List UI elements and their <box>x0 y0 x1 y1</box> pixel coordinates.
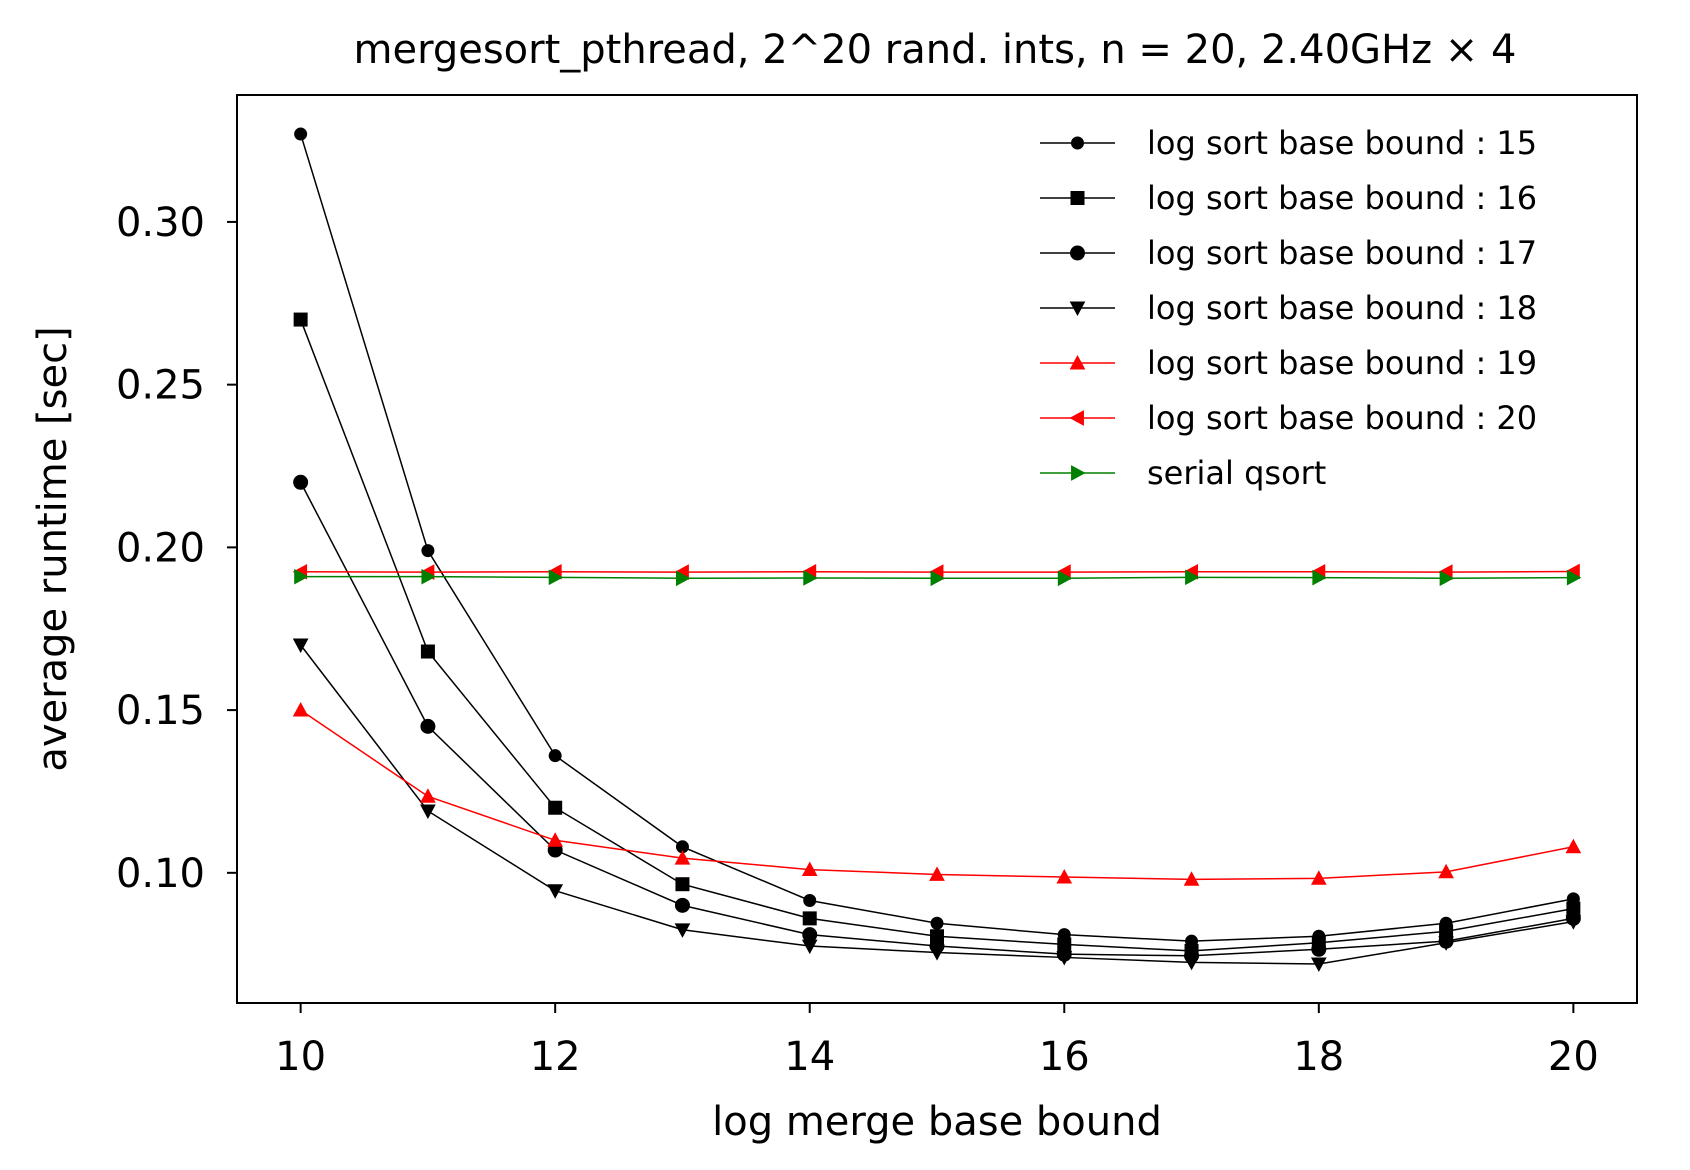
y-axis: 0.10 0.15 0.20 0.25 0.30 <box>116 200 237 897</box>
legend-item: log sort base bound : 15 <box>1040 124 1537 162</box>
data-point <box>930 570 946 587</box>
legend-label: log sort base bound : 18 <box>1147 289 1537 327</box>
legend-marker <box>1071 465 1086 481</box>
data-point <box>801 861 818 877</box>
legend-label: log sort base bound : 19 <box>1147 344 1537 382</box>
legend-item: log sort base bound : 17 <box>1040 234 1537 272</box>
legend-label: log sort base bound : 15 <box>1147 124 1537 162</box>
data-point <box>421 568 436 585</box>
x-tick-label: 12 <box>530 1034 581 1080</box>
series-5 <box>292 702 1582 886</box>
data-point <box>1566 569 1582 586</box>
data-point <box>1310 870 1327 885</box>
data-point <box>1565 838 1582 854</box>
data-point <box>1439 570 1455 587</box>
legend-marker <box>1069 354 1086 370</box>
x-tick-label: 18 <box>1293 1034 1344 1080</box>
data-point <box>1056 869 1073 884</box>
legend-marker <box>1070 191 1085 205</box>
data-point <box>421 544 435 558</box>
data-point <box>674 923 691 938</box>
legend: log sort base bound : 15 log sort base bo… <box>1040 124 1537 492</box>
data-point <box>294 127 308 141</box>
data-point <box>294 568 309 585</box>
legend-marker <box>1071 136 1084 150</box>
data-point <box>547 832 564 847</box>
x-tick-label: 20 <box>1548 1034 1599 1080</box>
data-point <box>293 312 308 327</box>
legend-item: serial qsort <box>1040 454 1326 492</box>
data-point <box>1183 955 1200 971</box>
legend-marker <box>1069 410 1084 426</box>
y-tick-label: 0.20 <box>116 525 205 571</box>
data-point <box>674 897 690 913</box>
series-3 <box>293 474 1581 964</box>
data-point <box>1312 569 1327 586</box>
data-point <box>293 474 309 490</box>
legend-label: log sort base bound : 17 <box>1147 234 1537 272</box>
data-point <box>292 702 309 717</box>
data-point <box>930 916 944 930</box>
plot-frame <box>236 94 1638 1004</box>
data-point <box>420 788 436 803</box>
data-point <box>802 911 817 926</box>
data-point <box>292 638 309 654</box>
data-point <box>929 866 945 881</box>
legend-label: log sort base bound : 20 <box>1147 399 1537 437</box>
data-point <box>547 884 564 899</box>
chart-title: mergesort_pthread, 2^20 rand. ints, n = … <box>354 27 1517 73</box>
data-point <box>420 644 435 659</box>
data-point <box>1057 570 1073 587</box>
data-point <box>548 749 562 763</box>
x-tick-label: 10 <box>275 1034 326 1080</box>
legend-item: log sort base bound : 18 <box>1040 289 1537 327</box>
series-1 <box>294 127 1580 948</box>
data-point <box>548 569 564 586</box>
data-point <box>1310 957 1327 972</box>
x-tick-label: 16 <box>1039 1034 1090 1080</box>
data-point <box>1438 936 1454 951</box>
y-tick-label: 0.25 <box>116 363 205 409</box>
legend-item: log sort base bound : 16 <box>1040 179 1537 217</box>
data-point <box>674 850 691 865</box>
data-point <box>803 570 818 586</box>
y-tick-label: 0.15 <box>116 688 205 734</box>
legend-marker <box>1069 301 1086 317</box>
data-point <box>1311 941 1327 957</box>
data-point <box>1183 871 1200 886</box>
data-point <box>1056 950 1073 966</box>
legend-item: log sort base bound : 20 <box>1040 399 1537 437</box>
legend-item: log sort base bound : 19 <box>1040 344 1537 382</box>
plot-area <box>292 127 1582 972</box>
y-axis-label: average runtime [sec] <box>30 326 76 771</box>
data-point <box>803 893 817 907</box>
series-7 <box>294 568 1582 587</box>
data-point <box>548 800 563 815</box>
series-4 <box>292 638 1582 972</box>
x-axis: 10 12 14 16 18 20 <box>275 1003 1599 1080</box>
legend-label: log sort base bound : 16 <box>1147 179 1537 217</box>
legend-marker <box>1070 245 1085 261</box>
y-tick-label: 0.30 <box>116 200 205 246</box>
data-point <box>420 804 436 820</box>
data-point <box>676 570 691 587</box>
data-point <box>1438 863 1454 879</box>
y-tick-label: 0.10 <box>116 851 205 897</box>
data-point <box>1565 915 1582 930</box>
legend-label: serial qsort <box>1147 454 1326 492</box>
data-point <box>675 877 690 892</box>
x-tick-label: 14 <box>784 1034 835 1080</box>
data-point <box>802 927 818 943</box>
data-point <box>1185 569 1200 586</box>
data-point <box>929 946 945 961</box>
data-point <box>801 939 818 955</box>
x-axis-label: log merge base bound <box>712 1099 1162 1145</box>
data-point <box>420 718 436 734</box>
